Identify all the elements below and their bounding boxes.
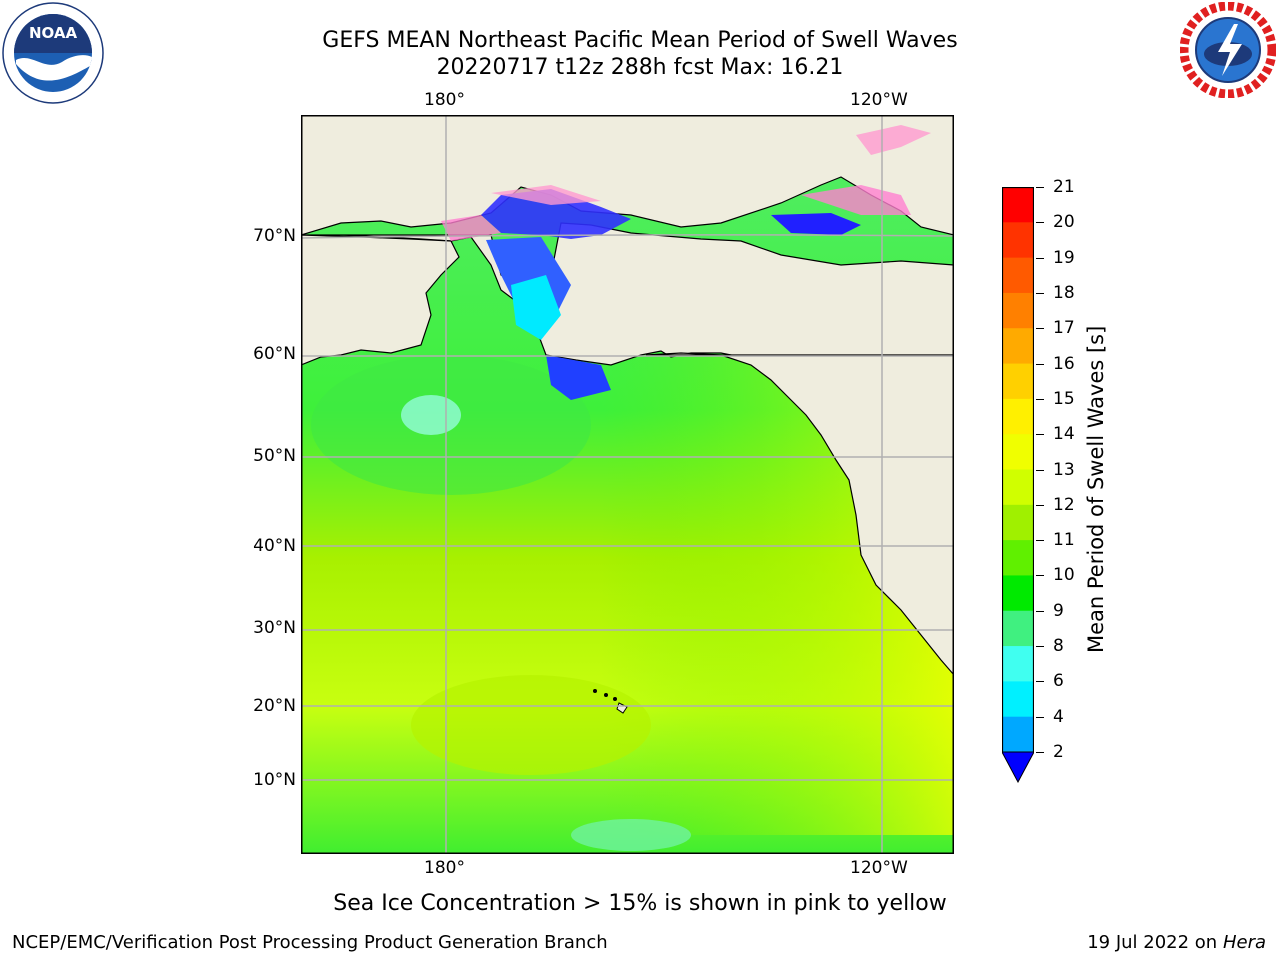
colorbar-tick-mark xyxy=(1036,434,1044,436)
colorbar-tick-label: 12 xyxy=(1053,494,1075,515)
colorbar-box xyxy=(1002,504,1034,541)
colorbar-tick-label: 16 xyxy=(1053,353,1075,374)
colorbar-tick-label: 15 xyxy=(1053,388,1075,409)
lat-label-40n: 40°N xyxy=(253,536,296,556)
colorbar-box xyxy=(1002,469,1034,506)
lat-label-70n: 70°N xyxy=(253,226,296,246)
colorbar-tick-label: 8 xyxy=(1053,636,1064,657)
colorbar-box xyxy=(1002,646,1034,682)
footer-right: 19 Jul 2022 on Hera xyxy=(1087,932,1266,953)
colorbar-tick-label: 9 xyxy=(1053,600,1064,621)
colorbar-tick-mark xyxy=(1036,363,1044,365)
colorbar-tick-label: 10 xyxy=(1053,565,1075,586)
footer-left: NCEP/EMC/Verification Post Processing Pr… xyxy=(12,932,608,953)
colorbar-tick-label: 11 xyxy=(1053,530,1075,551)
colorbar-box xyxy=(1002,257,1034,294)
colorbar-box xyxy=(1002,328,1034,365)
chart-subtitle: 20220717 t12z 288h fcst Max: 16.21 xyxy=(436,55,844,80)
colorbar-tick-mark xyxy=(1036,540,1044,542)
noaa-logo: NOAA xyxy=(2,2,104,104)
colorbar-tick-label: 13 xyxy=(1053,459,1075,480)
sea-ice-note: Sea Ice Concentration > 15% is shown in … xyxy=(333,891,947,916)
footer-host: Hera xyxy=(1222,932,1266,953)
colorbar-under-arrow xyxy=(1001,751,1035,784)
colorbar-ticks: 21 20 19 18 17 16 15 14 13 12 11 10 9 8 6 4 2 xyxy=(1036,0,1096,960)
colorbar-title: Mean Period of Swell Waves [s] xyxy=(1084,325,1108,653)
colorbar-box xyxy=(1002,716,1034,753)
hawaii-island xyxy=(593,689,597,693)
colorbar-tick-mark xyxy=(1036,187,1044,188)
colorbar-tick-mark xyxy=(1036,752,1044,753)
colorbar-tick-label: 17 xyxy=(1053,318,1075,339)
lat-label-60n: 60°N xyxy=(253,344,296,364)
colorbar-tick-label: 2 xyxy=(1053,742,1064,762)
colorbar-tick-mark xyxy=(1036,257,1044,259)
colorbar-tick-label: 19 xyxy=(1053,247,1075,268)
chart-title: GEFS MEAN Northeast Pacific Mean Period … xyxy=(322,28,958,53)
map-frame xyxy=(300,114,955,854)
colorbar-tick-label: 4 xyxy=(1053,706,1064,727)
lat-label-20n: 20°N xyxy=(253,696,296,716)
colorbar-box xyxy=(1002,540,1034,576)
colorbar-tick-label: 6 xyxy=(1053,671,1064,692)
noaa-logo-text: NOAA xyxy=(29,24,78,42)
colorbar-tick-mark xyxy=(1036,469,1044,471)
colorbar-tick-label: 21 xyxy=(1053,177,1075,197)
colorbar-tick-label: 20 xyxy=(1053,212,1075,233)
colorbar-box xyxy=(1002,610,1034,647)
colorbar-box xyxy=(1002,187,1034,223)
colorbar-tick-mark xyxy=(1036,681,1044,683)
colorbar-tick-mark xyxy=(1036,328,1044,330)
colorbar-tick-mark xyxy=(1036,222,1044,224)
land-arctic xyxy=(300,114,955,236)
colorbar-box xyxy=(1002,363,1034,400)
lat-label-50n: 50°N xyxy=(253,446,296,466)
colorbar-tick-mark xyxy=(1036,504,1044,506)
colorbar-tick-mark xyxy=(1036,716,1044,718)
colorbar-box xyxy=(1002,434,1034,470)
colorbar-tick-label: 18 xyxy=(1053,282,1075,303)
colorbar xyxy=(1001,186,1035,784)
lon-label-bottom-120w: 120°W xyxy=(850,858,908,878)
colorbar-box xyxy=(1002,222,1034,259)
colorbar-tick-mark xyxy=(1036,646,1044,648)
colorbar-box xyxy=(1002,575,1034,612)
graticule xyxy=(300,115,955,854)
lat-label-10n: 10°N xyxy=(253,770,296,790)
arctic-sea xyxy=(481,189,631,239)
lon-label-bottom-180: 180° xyxy=(424,858,465,878)
colorbar-tick-mark xyxy=(1036,575,1044,577)
colorbar-tick-label: 14 xyxy=(1053,424,1075,445)
nws-logo xyxy=(1179,1,1277,99)
lon-label-top-180: 180° xyxy=(424,90,465,110)
colorbar-box xyxy=(1002,398,1034,435)
land-northamerica xyxy=(645,115,955,677)
footer-date: 19 Jul 2022 on xyxy=(1087,932,1223,953)
colorbar-tick-mark xyxy=(1036,398,1044,400)
lat-label-30n: 30°N xyxy=(253,618,296,638)
colorbar-tick-mark xyxy=(1036,610,1044,612)
colorbar-tick-mark xyxy=(1036,292,1044,294)
lon-label-top-120w: 120°W xyxy=(850,90,908,110)
colorbar-box xyxy=(1002,681,1034,718)
colorbar-box xyxy=(1002,292,1034,329)
